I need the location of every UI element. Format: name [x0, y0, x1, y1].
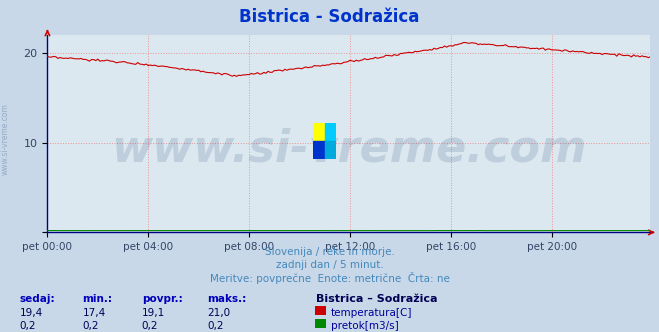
- Text: 0,2: 0,2: [82, 321, 99, 331]
- Text: 17,4: 17,4: [82, 308, 105, 318]
- Text: 21,0: 21,0: [208, 308, 231, 318]
- Text: 0,2: 0,2: [142, 321, 158, 331]
- Text: povpr.:: povpr.:: [142, 294, 183, 304]
- Bar: [313, 123, 325, 141]
- Text: www.si-vreme.com: www.si-vreme.com: [1, 104, 10, 175]
- Text: pretok[m3/s]: pretok[m3/s]: [331, 321, 399, 331]
- Text: 19,4: 19,4: [20, 308, 43, 318]
- Bar: [313, 141, 325, 159]
- Text: 0,2: 0,2: [20, 321, 36, 331]
- Text: temperatura[C]: temperatura[C]: [331, 308, 413, 318]
- Text: 0,2: 0,2: [208, 321, 224, 331]
- Text: sedaj:: sedaj:: [20, 294, 55, 304]
- Text: Bistrica – Sodražica: Bistrica – Sodražica: [316, 294, 438, 304]
- Text: zadnji dan / 5 minut.: zadnji dan / 5 minut.: [275, 260, 384, 270]
- Text: www.si-vreme.com: www.si-vreme.com: [111, 128, 587, 171]
- Text: Meritve: povprečne  Enote: metrične  Črta: ne: Meritve: povprečne Enote: metrične Črta:…: [210, 272, 449, 284]
- Text: Bistrica - Sodražica: Bistrica - Sodražica: [239, 8, 420, 26]
- Text: 19,1: 19,1: [142, 308, 165, 318]
- Bar: [325, 141, 336, 159]
- Text: min.:: min.:: [82, 294, 113, 304]
- Text: maks.:: maks.:: [208, 294, 247, 304]
- Text: Slovenija / reke in morje.: Slovenija / reke in morje.: [264, 247, 395, 257]
- Bar: [325, 123, 336, 141]
